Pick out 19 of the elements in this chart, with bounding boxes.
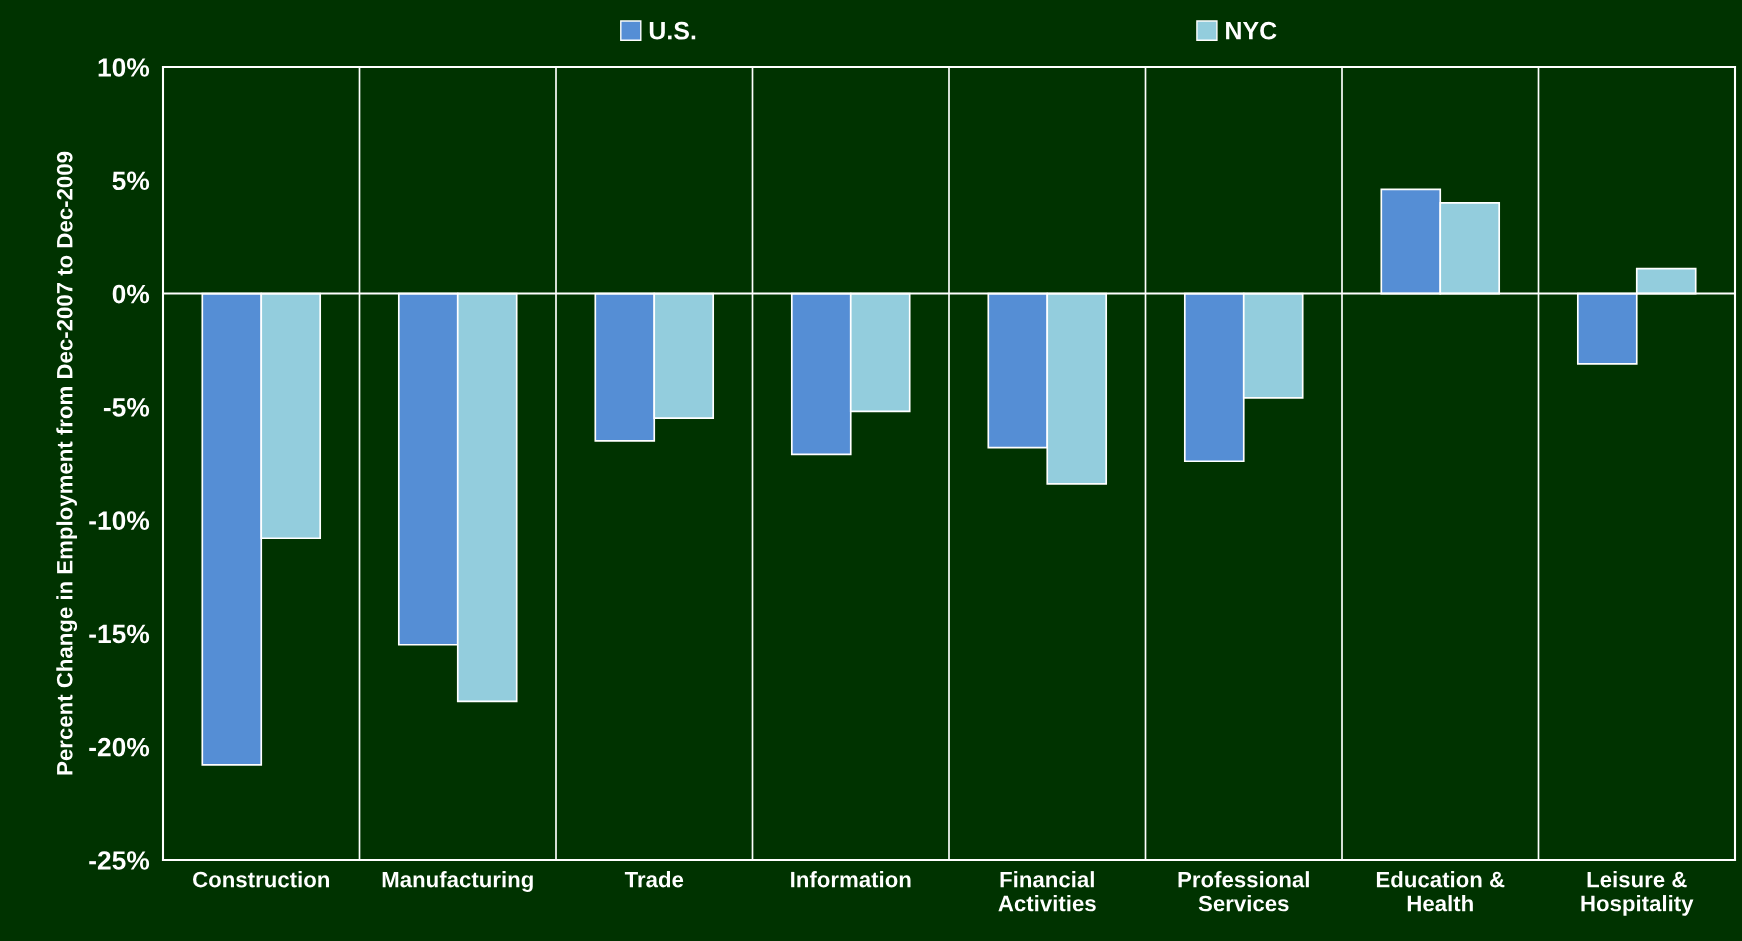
y-tick-label: -25%	[89, 851, 150, 870]
x-tick-label: Education & Health	[1376, 871, 1505, 912]
y-tick-label: 10%	[98, 58, 150, 77]
legend-label: NYC	[1226, 21, 1277, 40]
x-tick-label: Leisure & Hospitality	[1581, 871, 1694, 916]
y-tick-label: -5%	[103, 398, 150, 417]
x-tick-label: Professional Services	[1178, 871, 1309, 912]
x-tick-label: Financial Activities	[998, 871, 1096, 912]
y-axis-title: Percent Change in Employment from Dec-2007 to Dec-2009	[56, 151, 78, 775]
y-tick-label: 5%	[112, 171, 150, 191]
y-tick-label: -10%	[89, 511, 150, 530]
x-tick-label: Trade	[624, 871, 684, 888]
legend-label: U.S.	[649, 21, 696, 40]
x-tick-label: Manufacturing	[382, 871, 533, 892]
y-tick-label: 0%	[112, 284, 150, 304]
y-tick-label: -15%	[89, 624, 150, 644]
x-tick-label: Information	[791, 871, 911, 888]
x-tick-label: Construction	[193, 871, 330, 888]
y-tick-label: -20%	[89, 737, 150, 757]
